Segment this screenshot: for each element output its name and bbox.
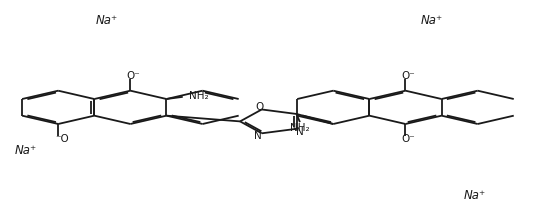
Text: Na⁺: Na⁺ [15,144,37,157]
Text: NH₂: NH₂ [290,123,310,132]
Text: ⁻O: ⁻O [55,134,70,144]
Text: N: N [296,127,304,137]
Text: Na⁺: Na⁺ [96,14,118,27]
Text: O: O [255,102,263,112]
Text: O⁻: O⁻ [126,71,140,81]
Text: N: N [254,131,261,141]
Text: Na⁺: Na⁺ [421,14,443,27]
Text: Na⁺: Na⁺ [464,189,486,203]
Text: O⁻: O⁻ [401,134,415,144]
Text: O⁻: O⁻ [401,71,415,81]
Text: NH₂: NH₂ [189,91,209,101]
